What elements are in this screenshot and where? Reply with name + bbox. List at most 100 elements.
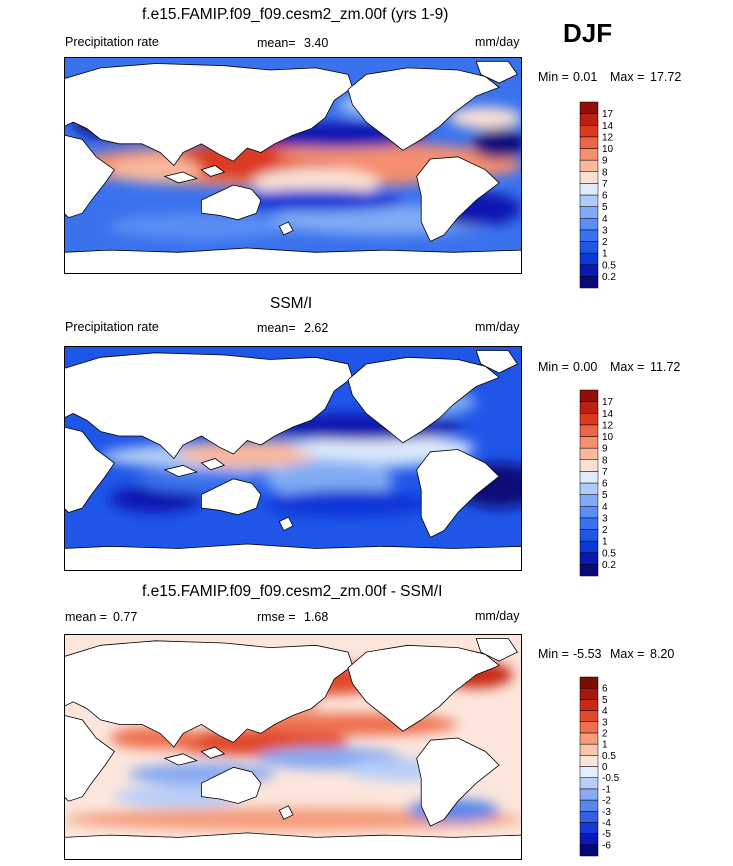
colorbar-tick-label: -1 [602, 784, 611, 795]
colorbar-tick-label: 0.2 [602, 560, 616, 571]
panel-3-title: f.e15.FAMIP.f09_f09.cesm2_zm.00f - SSM/I [142, 583, 443, 600]
colorbar-tick-label: 5 [602, 695, 608, 706]
panel-3-min-label: Min = [538, 647, 569, 661]
panel-1-min-value: 0.01 [573, 70, 598, 84]
field-region [224, 189, 408, 212]
coastline [64, 832, 522, 860]
panel-1-max-label: Max = [610, 70, 645, 84]
field-region [64, 808, 522, 831]
coastline [64, 543, 522, 571]
colorbar-box [579, 721, 599, 734]
coastline [64, 247, 522, 274]
colorbar-box [579, 194, 599, 207]
coastline [163, 753, 198, 766]
colorbar-box [579, 171, 599, 184]
colorbar-box [579, 676, 599, 689]
colorbar-tick-label: 7 [602, 179, 608, 190]
panel-3-mean-value: 0.77 [113, 610, 138, 624]
colorbar-tick-label: 1 [602, 740, 608, 751]
colorbar-box [579, 777, 599, 790]
panel-3-rmse-value: 1.68 [304, 610, 329, 624]
colorbar-box [579, 101, 599, 114]
colorbar-box [579, 799, 599, 812]
coastline [475, 350, 518, 374]
colorbar-tick-label: 2 [602, 525, 608, 536]
coastline [64, 134, 115, 219]
colorbar-tick-label: 10 [602, 432, 614, 443]
colorbar-box [579, 148, 599, 161]
coastline [200, 478, 262, 516]
field-region [178, 440, 316, 468]
colorbar-tick-label: 4 [602, 502, 608, 513]
colorbar-tick-label: 3 [602, 225, 608, 236]
colorbar-box [579, 743, 599, 756]
colorbar-tick-label: 0.5 [602, 260, 616, 271]
colorbar-tick-label: 9 [602, 156, 608, 167]
colorbar-tick-label: 0.5 [602, 751, 616, 762]
colorbar-box [579, 822, 599, 834]
colorbar-tick-label: 0.5 [602, 548, 616, 559]
coastline [347, 67, 500, 151]
colorbar-box [579, 218, 599, 231]
coastline [475, 638, 518, 662]
colorbar-box [579, 241, 599, 254]
panel-1-units: mm/day [475, 35, 520, 49]
colorbar-box [579, 732, 599, 745]
colorbar-tick-label: 6 [602, 191, 608, 202]
colorbar-tick-label: 12 [602, 420, 614, 431]
colorbar-box [579, 136, 599, 149]
coastline [64, 640, 353, 748]
coastline [416, 449, 500, 538]
colorbar-tick-label: 17 [602, 109, 614, 120]
colorbar-box [579, 413, 599, 426]
panel-3-units: mm/day [475, 609, 520, 623]
colorbar-box [579, 276, 599, 289]
colorbar-tick-label: 4 [602, 706, 608, 717]
coastline [163, 464, 198, 477]
panel-3-mean-label: mean = [65, 610, 108, 624]
panel-3-max-label: Max = [610, 647, 645, 661]
panel-1-title: f.e15.FAMIP.f09_f09.cesm2_zm.00f (yrs 1-… [142, 6, 449, 23]
coastline [163, 171, 198, 184]
field-region [448, 106, 522, 129]
coastline [200, 184, 262, 221]
colorbar-tick-label: 2 [602, 237, 608, 248]
panel-2-mean-label: mean= [257, 321, 296, 335]
colorbar-box [579, 844, 599, 857]
panel-3-map [64, 634, 522, 860]
coastline [64, 426, 115, 513]
panel-1-max-value: 17.72 [650, 70, 682, 84]
panel-2-left-label: Precipitation rate [65, 320, 159, 334]
colorbar-box [579, 710, 599, 722]
colorbar-tick-label: 6 [602, 684, 608, 695]
panel-3-min-value: -5.53 [573, 647, 602, 661]
colorbar-box [579, 755, 599, 767]
field-region [265, 490, 431, 517]
panel-2-min-label: Min = [538, 360, 569, 374]
panel-1-min-label: Min = [538, 70, 569, 84]
colorbar-tick-label: 3 [602, 513, 608, 524]
colorbar-tick-label: -6 [602, 840, 611, 851]
colorbar-tick-label: 14 [602, 121, 614, 132]
panel-2-map [64, 346, 522, 571]
colorbar-box [579, 687, 599, 700]
colorbar-box [579, 482, 599, 495]
colorbar-box [579, 540, 599, 553]
coastline [278, 805, 294, 820]
colorbar-tick-label: 5 [602, 202, 608, 213]
colorbar-box [579, 264, 599, 277]
panel-1-mean-label: mean= [257, 36, 296, 50]
panel-2-title: SSM/I [270, 295, 313, 312]
colorbar-box [579, 229, 599, 242]
colorbar-tick-label: 12 [602, 132, 614, 143]
map-frame [64, 634, 522, 860]
colorbar-tick-label: 0 [602, 762, 608, 773]
panel-2-min-value: 0.00 [573, 360, 598, 374]
colorbar-box [579, 459, 599, 472]
coastline [200, 458, 226, 471]
coastline [475, 60, 518, 84]
colorbar-box [579, 113, 599, 126]
